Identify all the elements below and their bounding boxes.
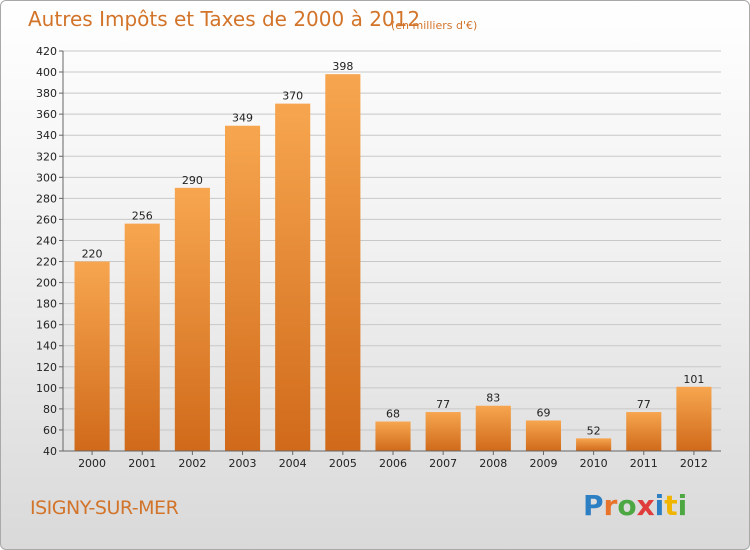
y-tick-label: 260 [36,213,57,226]
y-tick-label: 380 [36,87,57,100]
brand-logo-letter: i [654,489,665,522]
y-tick-label: 60 [43,424,57,437]
bar-value-label: 398 [332,60,353,73]
brand-logo-letter: x [636,489,655,522]
bar [174,187,210,451]
bar-value-label: 220 [82,248,103,261]
bar [375,421,411,451]
x-tick-label: 2010 [580,457,608,470]
x-tick-label: 2000 [78,457,106,470]
y-tick-label: 80 [43,403,57,416]
y-tick-label: 340 [36,129,57,142]
bar [124,223,160,451]
y-tick-label: 180 [36,298,57,311]
bar-value-label: 370 [282,90,303,103]
y-tick-label: 240 [36,234,57,247]
x-tick-label: 2005 [329,457,357,470]
y-tick-label: 400 [36,66,57,79]
bar-value-label: 83 [486,392,500,405]
bar-value-label: 290 [182,174,203,187]
bar-value-label: 77 [637,398,651,411]
bar [325,74,361,451]
y-tick-label: 320 [36,150,57,163]
x-tick-label: 2001 [128,457,156,470]
y-tick-label: 420 [36,45,57,58]
chart-title: Autres Impôts et Taxes de 2000 à 2012 [28,7,421,31]
brand-logo-letter: r [603,489,618,522]
y-tick-label: 200 [36,277,57,290]
bar-value-label: 256 [132,210,153,223]
axes: 40 60 80 100 120 140 160 180 200 220 240 260 280 300 3… [36,45,721,470]
bar [676,386,712,451]
x-tick-label: 2007 [429,457,457,470]
y-tick-label: 300 [36,171,57,184]
y-tick-label: 360 [36,108,57,121]
x-tick-label: 2003 [229,457,257,470]
x-tick-label: 2008 [479,457,507,470]
gridlines [63,50,721,452]
y-tick-label: 120 [36,361,57,374]
bars: 220 256 290 349 370 398 68 77 83 69 52 77 101 [74,60,712,451]
place-name: ISIGNY-SUR-MER [30,497,179,519]
x-tick-label: 2012 [680,457,708,470]
bar [224,125,261,451]
bar [525,420,562,451]
bar [576,438,612,451]
x-tick-label: 2009 [529,457,557,470]
bar [74,261,110,451]
bar-value-label: 68 [386,408,400,421]
x-tick-label: 2004 [279,457,307,470]
bar-value-label: 69 [536,406,550,419]
bar [275,103,311,451]
x-tick-label: 2002 [178,457,206,470]
x-tick-label: 2011 [630,457,658,470]
y-tick-label: 100 [36,382,57,395]
bar [626,412,662,451]
bar-value-label: 77 [436,398,450,411]
y-tick-label: 220 [36,256,57,269]
brand-logo-letter: o [617,489,637,522]
brand-logo-letter: t [664,489,678,522]
bar [425,412,461,451]
brand-logo-letter: P [583,489,604,522]
bar-value-label: 52 [587,424,601,437]
x-tick-label: 2006 [379,457,407,470]
y-tick-label: 280 [36,192,57,205]
brand-logo-letter: i [677,489,688,522]
y-tick-label: 40 [43,445,57,458]
bar-value-label: 101 [683,373,704,386]
brand-logo: Proxiti [583,489,687,522]
y-tick-label: 160 [36,319,57,332]
bar [475,405,511,451]
chart-unit-label: (en milliers d'€) [391,19,478,32]
bar-value-label: 349 [232,112,253,125]
y-tick-label: 140 [36,340,57,353]
